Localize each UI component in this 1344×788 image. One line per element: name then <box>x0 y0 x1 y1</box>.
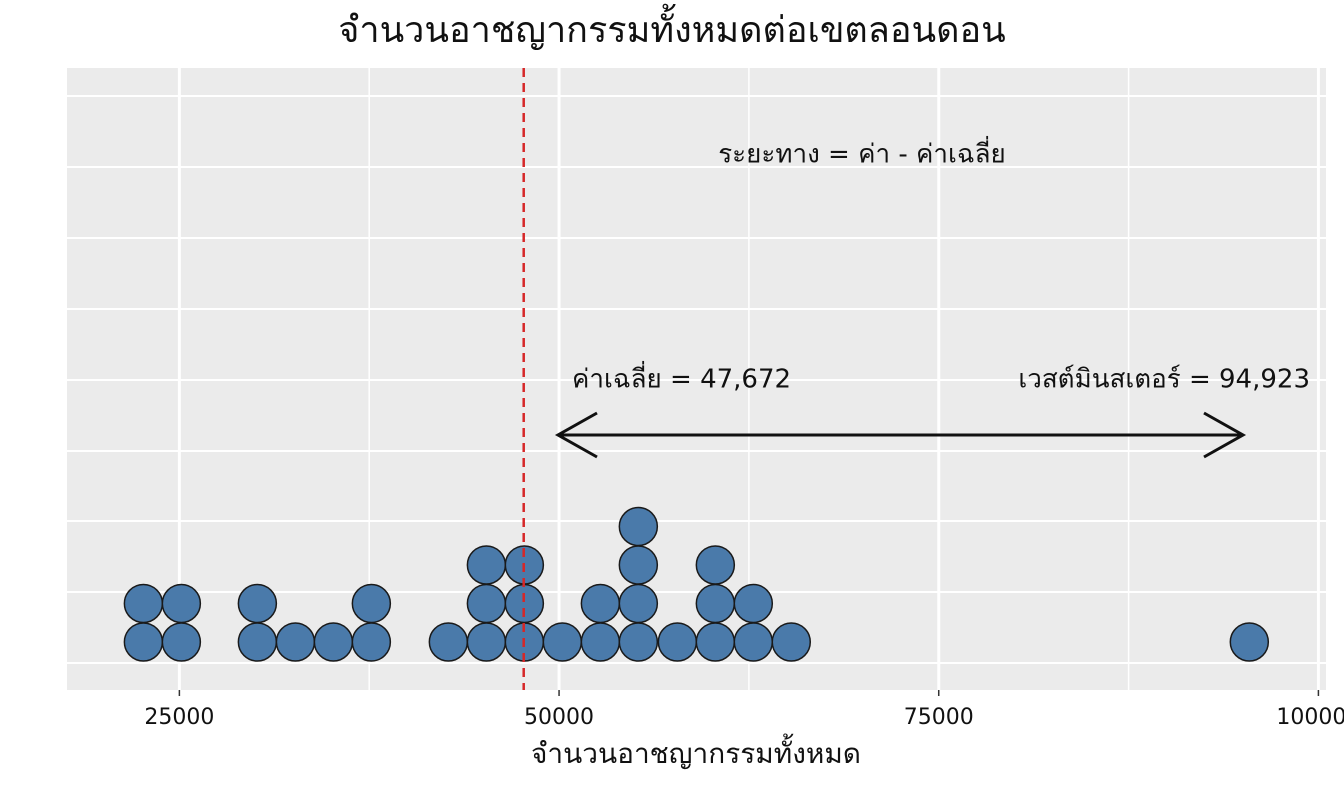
x-axis-title: จำนวนอาชญากรรมทั้งหมด <box>531 733 861 770</box>
x-tick-label: 50000 <box>524 705 594 730</box>
dot <box>161 622 202 662</box>
arrow-head-left <box>554 411 598 459</box>
dot <box>618 583 659 624</box>
dot <box>466 622 507 662</box>
formula-annotation: ระยะทาง = ค่า - ค่าเฉลี่ย <box>718 136 1006 170</box>
dot <box>351 622 392 662</box>
dot <box>771 622 812 662</box>
distance-arrow <box>554 411 1247 459</box>
dot <box>542 622 583 662</box>
mean-annotation: ค่าเฉลี่ย = 47,672 <box>572 361 791 395</box>
dot <box>695 545 736 585</box>
dot <box>313 622 354 662</box>
dot <box>657 622 698 662</box>
dot <box>237 583 278 624</box>
x-tick-label: 75000 <box>904 705 974 730</box>
chart-title: จำนวนอาชญากรรมทั้งหมดต่อเขตลอนดอน <box>338 3 1005 51</box>
x-tick-label: 25000 <box>144 705 214 730</box>
dot <box>695 583 736 624</box>
dot <box>618 506 659 547</box>
arrow-head-right <box>1203 411 1247 459</box>
dot <box>123 622 164 662</box>
dot <box>161 583 202 624</box>
dot <box>695 622 736 662</box>
dot <box>466 545 507 585</box>
dot <box>351 583 392 624</box>
dot <box>580 583 621 624</box>
dot <box>275 622 316 662</box>
dot <box>237 622 278 662</box>
dot <box>123 583 164 624</box>
point-annotation: เวสต์มินสเตอร์ = 94,923 <box>1018 365 1310 395</box>
h-grid <box>67 95 1326 664</box>
dot <box>733 583 774 624</box>
dot <box>618 545 659 585</box>
dot <box>580 622 621 662</box>
dot <box>428 622 469 662</box>
dot <box>466 583 507 624</box>
x-tick-label: 100000 <box>1276 705 1344 730</box>
dot <box>733 622 774 662</box>
dot <box>1229 622 1270 662</box>
dot <box>618 622 659 662</box>
marks <box>123 68 1270 690</box>
